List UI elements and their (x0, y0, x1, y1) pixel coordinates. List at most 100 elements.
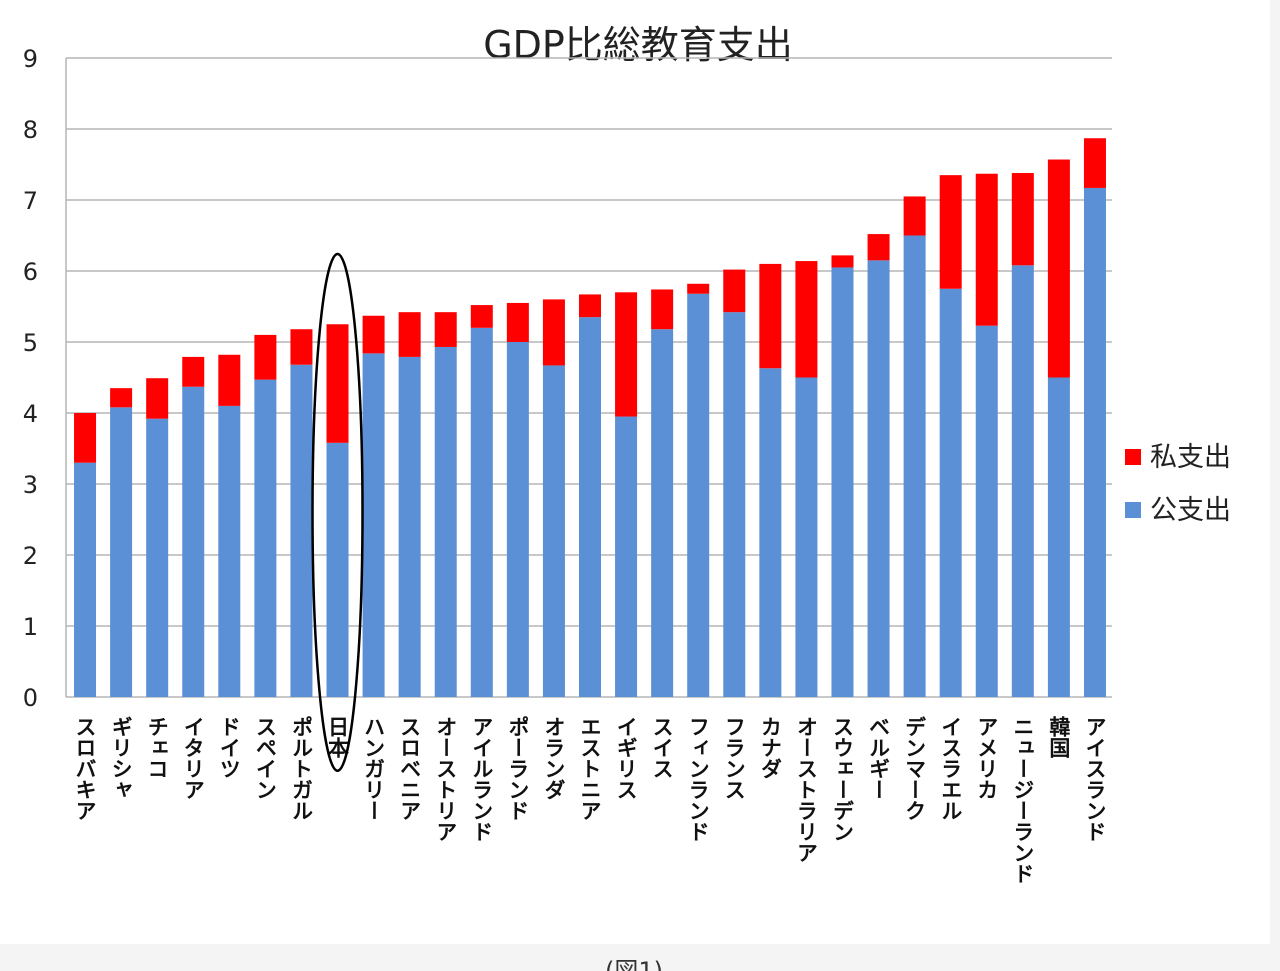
category-label-27: 韓国 (1047, 715, 1071, 758)
bar-public-1 (110, 407, 133, 697)
category-label-15: イギリス (614, 716, 638, 800)
bar-private-27 (1047, 159, 1070, 378)
x-axis-labels: スロバキア ギリシャ チェコ イタリア ドイツ スペイン ポルトガル 日本 ハンガリー スロベニア… (73, 715, 1107, 884)
bar-private-26 (1011, 173, 1034, 266)
y-tick-label-0: 0 (23, 684, 38, 712)
bar-public-15 (615, 416, 638, 697)
bar-public-23 (903, 235, 926, 697)
bar-public-18 (723, 312, 746, 697)
bar-private-0 (74, 413, 97, 463)
y-axis-ticks: 0 1 2 3 4 5 6 7 8 9 (23, 45, 38, 712)
category-label-28: アイスランド (1083, 716, 1107, 842)
category-label-26: ニュージーランド (1011, 716, 1035, 884)
legend-label-1: 私支出 (1150, 442, 1231, 473)
y-tick-label-2: 2 (23, 542, 38, 570)
bar-public-3 (182, 386, 205, 697)
bar-private-18 (723, 269, 746, 313)
category-label-19: カナダ (758, 716, 782, 779)
bar-private-9 (398, 312, 421, 357)
bar-public-14 (579, 317, 601, 697)
bar-public-2 (146, 418, 169, 697)
y-tick-label-8: 8 (23, 116, 38, 144)
highlight (311, 252, 364, 773)
bar-private-21 (831, 255, 854, 268)
bar-private-12 (506, 302, 529, 342)
bar-public-27 (1047, 377, 1070, 697)
legend-swatch-0 (1125, 502, 1141, 518)
chart-frame: GDP比総教育支出 0 1 2 3 4 5 6 7 8 9 スロバキア ギリシャ チェコ イタリア ドイツ… (0, 0, 1270, 944)
category-label-7: 日本 (326, 716, 350, 759)
category-label-24: イスラエル (939, 716, 963, 821)
bar-public-26 (1011, 265, 1034, 697)
legend-label-0: 公支出 (1150, 495, 1231, 526)
bar-private-28 (1083, 138, 1106, 188)
category-label-0: スロバキア (73, 716, 97, 821)
bar-private-16 (651, 289, 674, 330)
bar-private-14 (579, 294, 601, 318)
bar-public-28 (1083, 187, 1106, 697)
bar-public-25 (975, 325, 998, 697)
bar-public-11 (470, 327, 493, 697)
bar-private-22 (867, 234, 890, 261)
bar-public-21 (831, 267, 854, 697)
bar-private-3 (182, 356, 205, 387)
y-tick-label-9: 9 (23, 45, 38, 73)
bar-public-5 (254, 379, 277, 697)
y-tick-label-4: 4 (23, 400, 38, 428)
category-label-1: ギリシャ (109, 716, 133, 800)
category-label-13: オランダ (542, 716, 566, 800)
bar-private-10 (434, 312, 457, 347)
bar-private-2 (146, 378, 169, 419)
bar-public-12 (506, 342, 529, 697)
bar-public-6 (290, 364, 313, 697)
bar-private-11 (470, 305, 493, 328)
category-label-2: チェコ (145, 716, 169, 779)
category-label-10: オーストリア (434, 716, 458, 842)
category-label-18: フランス (722, 716, 746, 800)
y-tick-label-6: 6 (23, 258, 38, 286)
highlight-ellipse-japan (311, 252, 364, 773)
category-label-16: スイス (650, 716, 674, 779)
category-label-22: ベルギー (867, 716, 891, 800)
bar-private-1 (110, 388, 133, 408)
bar-private-20 (795, 261, 818, 378)
chart-title: GDP比総教育支出 (483, 23, 793, 67)
bar-public-10 (434, 346, 457, 697)
bar-private-19 (759, 263, 782, 369)
y-tick-label-7: 7 (23, 187, 38, 215)
category-label-4: ドイツ (217, 716, 241, 779)
bar-public-7 (326, 442, 349, 697)
category-label-9: スロベニア (398, 716, 422, 821)
category-label-8: ハンガリー (362, 716, 386, 821)
category-label-11: アイルランド (470, 716, 494, 842)
bar-private-25 (975, 173, 998, 326)
bar-public-19 (759, 368, 782, 697)
category-label-14: エストニア (578, 716, 602, 821)
bar-private-4 (218, 354, 241, 406)
bar-public-8 (362, 353, 385, 697)
bar-private-23 (903, 196, 926, 236)
bar-private-24 (939, 175, 962, 289)
bar-private-7 (326, 324, 349, 443)
category-label-6: ポルトガル (289, 715, 313, 821)
bar-private-17 (687, 283, 710, 294)
category-label-12: ポーランド (506, 715, 530, 821)
bar-private-8 (362, 315, 385, 354)
figure-caption: (図1) (605, 957, 663, 971)
category-label-17: フィンランド (686, 716, 710, 842)
bar-public-4 (218, 405, 241, 697)
bar-public-16 (651, 329, 674, 697)
y-tick-label-1: 1 (23, 613, 38, 641)
bars (74, 138, 1106, 697)
bar-public-13 (542, 365, 565, 697)
bar-public-24 (939, 288, 962, 697)
category-label-20: オーストラリア (794, 716, 818, 863)
category-label-23: デンマーク (903, 715, 927, 821)
stacked-bar-chart: GDP比総教育支出 0 1 2 3 4 5 6 7 8 9 スロバキア ギリシャ チェコ イタリア ドイツ… (23, 23, 1231, 884)
category-label-3: イタリア (181, 716, 205, 800)
bar-private-5 (254, 334, 277, 380)
bar-public-0 (74, 462, 97, 697)
category-label-25: アメリカ (975, 716, 999, 800)
category-label-5: スペイン (253, 716, 277, 800)
